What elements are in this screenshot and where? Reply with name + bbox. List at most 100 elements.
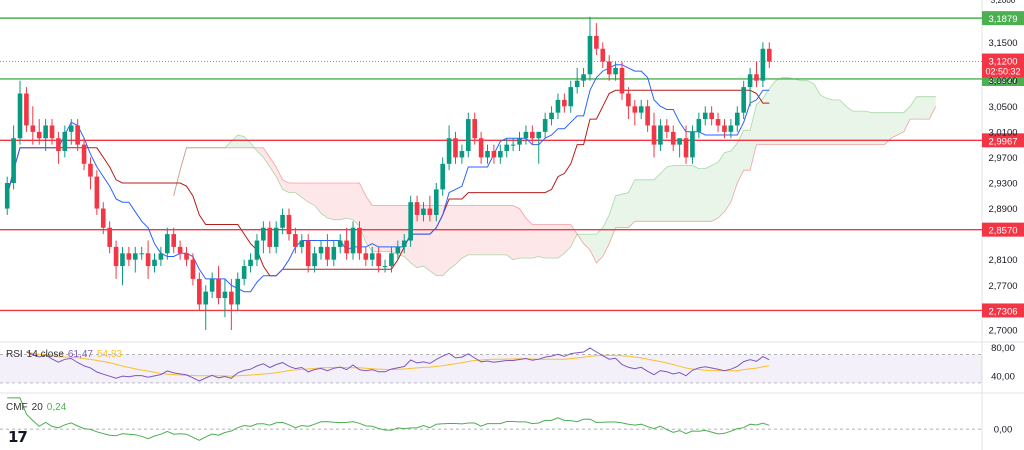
candle-4 (24, 87, 29, 132)
candle-104 (664, 119, 670, 139)
rsi-name: RSI (6, 349, 23, 360)
cloud-segment (237, 135, 245, 148)
candle-body (11, 138, 16, 183)
cloud-segment (916, 96, 923, 120)
price-tick-label: 2,8100 (988, 255, 1017, 266)
candle-44 (280, 208, 285, 235)
candle-body (626, 93, 631, 107)
candle-body (485, 151, 490, 158)
candle-body (453, 138, 458, 158)
candle-26 (164, 227, 170, 260)
candle-115 (734, 106, 740, 132)
candle-51 (325, 234, 330, 267)
candle-20 (126, 246, 132, 267)
candle-62 (395, 240, 401, 260)
candle-92 (587, 16, 593, 81)
candle-body (664, 125, 670, 132)
cloud-segment (250, 143, 257, 152)
candle-16 (100, 202, 106, 235)
candle-body (523, 131, 529, 139)
candle-body (600, 48, 606, 62)
candle-95 (606, 55, 612, 81)
candle-body (741, 87, 746, 113)
cloud-segment (852, 111, 859, 145)
candle-body (555, 99, 561, 113)
cloud-segment (788, 77, 795, 145)
candle-body (107, 227, 112, 247)
candle-body (158, 253, 164, 260)
cloud-segment (519, 208, 526, 259)
cloud-segment (673, 165, 680, 222)
candle-body (241, 266, 247, 279)
cloud-segment (269, 157, 277, 177)
candle-body (312, 253, 317, 267)
cloud-segment (589, 234, 597, 263)
candle-72 (459, 144, 465, 164)
candle-body (440, 163, 445, 190)
candle-42 (267, 221, 273, 254)
price-tick-label: 3,0100 (988, 127, 1017, 138)
candle-54 (344, 227, 349, 260)
candle-79 (504, 138, 510, 158)
candle-93 (594, 23, 599, 56)
cloud-segment (750, 104, 757, 171)
candle-116 (741, 80, 746, 120)
candle-body (414, 202, 420, 215)
candle-body (62, 131, 68, 152)
candle-body (702, 112, 708, 120)
candle-body (222, 291, 228, 299)
cloud-segment (545, 224, 552, 259)
candle-body (408, 202, 413, 241)
candle-114 (728, 119, 734, 139)
candle-body (318, 246, 324, 254)
candle-69 (440, 157, 445, 196)
candle-112 (715, 112, 721, 132)
candle-101 (645, 99, 650, 132)
candle-body (293, 234, 298, 247)
candle-118 (754, 61, 759, 88)
candle-body (139, 253, 144, 255)
cloud-segment (513, 205, 520, 260)
candle-body (587, 35, 593, 75)
candle-body (286, 214, 292, 235)
candle-body (197, 278, 202, 305)
candle-43 (273, 221, 279, 254)
candle-119 (760, 42, 766, 88)
candle-88 (562, 93, 567, 113)
cloud-segment (372, 205, 379, 252)
candle-18 (113, 240, 119, 279)
cloud-segment (692, 165, 699, 222)
cloud-segment (333, 182, 341, 220)
cloud-segment (871, 112, 879, 145)
candle-body (709, 112, 714, 120)
cloud-segment (621, 192, 629, 228)
candle-86 (549, 106, 554, 126)
cloud-segment (321, 182, 328, 219)
candle-77 (491, 144, 497, 164)
cloud-segment (897, 112, 904, 136)
candle-body (337, 240, 343, 247)
cloud-segment (532, 224, 539, 259)
current-price-label-bg (982, 53, 1024, 78)
cloud-segment (820, 95, 827, 145)
candle-body (427, 208, 433, 215)
candle-80 (510, 138, 516, 152)
cloud-segment (884, 112, 891, 145)
candle-82 (523, 125, 529, 145)
candle-1 (4, 176, 10, 215)
cmf-tick-label: 0,00 (994, 425, 1013, 436)
candle-40 (254, 234, 260, 267)
cloud-segment (878, 112, 885, 145)
candle-87 (555, 93, 561, 120)
candle-81 (517, 131, 522, 152)
candle-body (113, 246, 119, 267)
candle-body (376, 253, 381, 267)
candle-body (100, 208, 106, 228)
candle-body (88, 163, 93, 177)
cloud-segment (865, 111, 872, 145)
cloud-segment (244, 136, 251, 148)
candle-body (254, 240, 260, 260)
cloud-segment (551, 224, 558, 259)
candle-8 (49, 119, 55, 145)
